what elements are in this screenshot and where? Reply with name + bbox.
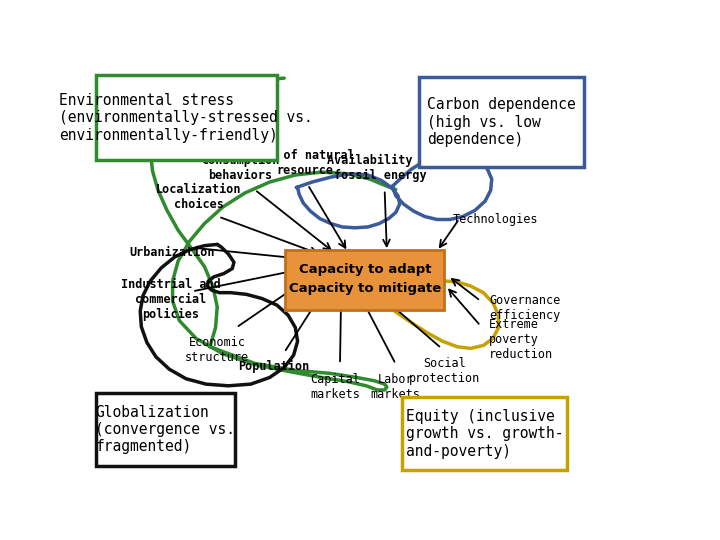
Text: Population: Population [238,360,310,373]
Text: Localization
choices: Localization choices [156,183,242,211]
Text: Use of natural
resource: Use of natural resource [255,149,355,177]
Text: Environmental stress
(environmentally-stressed vs.
environmentally-friendly): Environmental stress (environmentally-st… [59,93,313,143]
Text: Capacity to adapt: Capacity to adapt [299,263,431,276]
Text: Industrial and
commercial
policies: Industrial and commercial policies [121,278,221,321]
Text: Technologies: Technologies [453,213,539,226]
Text: Consumption
behaviors: Consumption behaviors [202,154,280,182]
Text: Extreme
poverty
reduction: Extreme poverty reduction [489,318,553,361]
Text: Urbanization: Urbanization [130,246,215,259]
Text: Carbon dependence
(high vs. low
dependence): Carbon dependence (high vs. low dependen… [428,97,576,147]
FancyBboxPatch shape [419,77,584,167]
FancyBboxPatch shape [96,75,277,160]
Text: Governance
efficiency: Governance efficiency [489,294,560,322]
Text: Equity (inclusive
growth vs. growth-
and-poverty): Equity (inclusive growth vs. growth- and… [406,409,564,458]
Text: Labor
markets: Labor markets [371,373,420,401]
FancyBboxPatch shape [285,250,444,310]
Text: Capital
markets: Capital markets [310,373,361,401]
Text: Economic
structure: Economic structure [185,336,249,364]
Text: Globalization
(convergence vs.
fragmented): Globalization (convergence vs. fragmente… [95,404,235,454]
Text: Social
protection: Social protection [409,357,480,384]
FancyBboxPatch shape [96,393,235,466]
Text: Capacity to mitigate: Capacity to mitigate [289,282,441,295]
Text: Availability of
fossil energy: Availability of fossil energy [327,154,433,182]
FancyBboxPatch shape [402,397,567,470]
